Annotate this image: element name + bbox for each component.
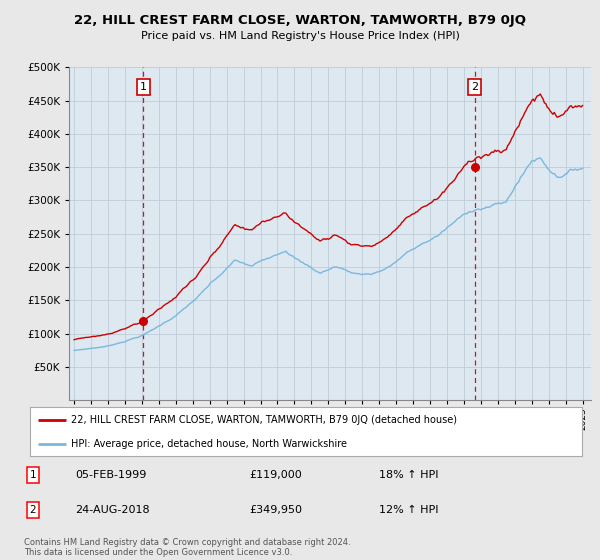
Text: 05-FEB-1999: 05-FEB-1999: [75, 470, 146, 479]
Text: 1: 1: [140, 82, 147, 92]
Text: HPI: Average price, detached house, North Warwickshire: HPI: Average price, detached house, Nort…: [71, 439, 347, 449]
Text: 1: 1: [29, 470, 36, 479]
Text: 2: 2: [471, 82, 478, 92]
Text: 2: 2: [29, 505, 36, 515]
Text: 12% ↑ HPI: 12% ↑ HPI: [379, 505, 439, 515]
Text: Price paid vs. HM Land Registry's House Price Index (HPI): Price paid vs. HM Land Registry's House …: [140, 31, 460, 41]
Text: 18% ↑ HPI: 18% ↑ HPI: [379, 470, 439, 479]
Text: £349,950: £349,950: [250, 505, 302, 515]
Text: Contains HM Land Registry data © Crown copyright and database right 2024.
This d: Contains HM Land Registry data © Crown c…: [24, 538, 350, 557]
Text: 22, HILL CREST FARM CLOSE, WARTON, TAMWORTH, B79 0JQ: 22, HILL CREST FARM CLOSE, WARTON, TAMWO…: [74, 14, 526, 27]
Text: £119,000: £119,000: [250, 470, 302, 479]
Text: 22, HILL CREST FARM CLOSE, WARTON, TAMWORTH, B79 0JQ (detached house): 22, HILL CREST FARM CLOSE, WARTON, TAMWO…: [71, 416, 457, 426]
Text: 24-AUG-2018: 24-AUG-2018: [75, 505, 149, 515]
